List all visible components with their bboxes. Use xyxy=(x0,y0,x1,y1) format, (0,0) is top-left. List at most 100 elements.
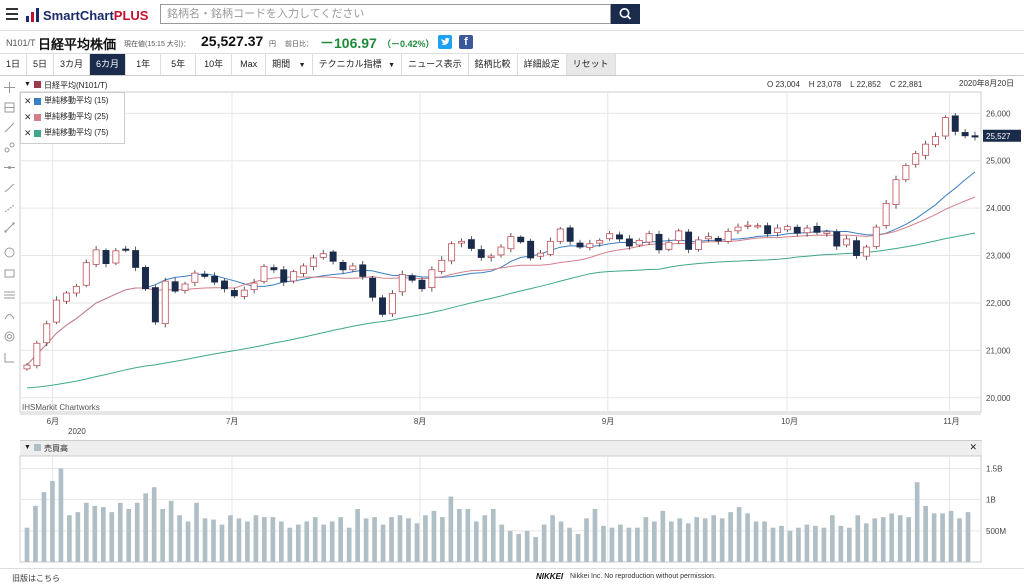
candle-body[interactable] xyxy=(349,265,357,271)
candle-body[interactable] xyxy=(418,279,426,290)
candle-body[interactable] xyxy=(546,240,554,255)
candle-body[interactable] xyxy=(507,236,515,250)
period-10y-button[interactable]: 10年 xyxy=(196,54,233,75)
twitter-share-icon[interactable] xyxy=(438,35,452,49)
candle-body[interactable] xyxy=(191,272,199,283)
candle-body[interactable] xyxy=(309,257,317,267)
candle-body[interactable] xyxy=(537,252,544,257)
candle-body[interactable] xyxy=(467,239,475,249)
candle-body[interactable] xyxy=(932,136,939,146)
candle-body[interactable] xyxy=(33,342,41,367)
candle-body[interactable] xyxy=(675,230,683,241)
candle-body[interactable] xyxy=(586,243,594,248)
candle-body[interactable] xyxy=(53,299,61,323)
search-input[interactable] xyxy=(160,4,611,24)
period-6m-button[interactable]: 6カ月 xyxy=(90,54,127,75)
reset-button[interactable]: リセット xyxy=(566,54,616,75)
candle-body[interactable] xyxy=(270,267,278,271)
candle-body[interactable] xyxy=(892,179,900,205)
candle-body[interactable] xyxy=(388,293,396,315)
candle-body[interactable] xyxy=(685,231,693,250)
candle-body[interactable] xyxy=(151,287,159,323)
candle-body[interactable] xyxy=(23,364,31,370)
candle-body[interactable] xyxy=(408,275,416,281)
period-dropdown[interactable]: 期間 ▼ xyxy=(266,54,313,75)
candle-body[interactable] xyxy=(428,269,436,289)
candle-body[interactable] xyxy=(379,297,386,315)
candle-body[interactable] xyxy=(912,153,920,165)
candle-body[interactable] xyxy=(576,242,584,248)
candle-body[interactable] xyxy=(961,132,969,137)
candle-body[interactable] xyxy=(477,249,485,258)
candle-body[interactable] xyxy=(82,262,90,286)
search-button[interactable] xyxy=(611,4,640,24)
period-1d-button[interactable]: 1日 xyxy=(0,54,28,75)
candle-body[interactable] xyxy=(566,227,574,242)
collapse-caret-icon[interactable]: ▼ xyxy=(24,444,31,451)
candle-body[interactable] xyxy=(250,282,258,290)
technical-indicator-dropdown[interactable]: テクニカル指標 ▼ xyxy=(313,54,403,75)
candle-body[interactable] xyxy=(606,233,614,240)
candle-body[interactable] xyxy=(319,253,327,258)
period-1y-button[interactable]: 1年 xyxy=(126,54,162,75)
candle-body[interactable] xyxy=(774,227,781,234)
candle-body[interactable] xyxy=(724,230,732,242)
candle-body[interactable] xyxy=(665,241,673,250)
remove-indicator-icon[interactable]: ✕ xyxy=(24,128,32,138)
ring-tool-icon[interactable] xyxy=(4,331,15,342)
candle-body[interactable] xyxy=(240,289,248,297)
arc-tool-icon[interactable] xyxy=(4,310,15,321)
rectangle-tool-icon[interactable] xyxy=(4,268,15,279)
candle-body[interactable] xyxy=(211,276,219,283)
candle-body[interactable] xyxy=(63,292,70,302)
candle-body[interactable] xyxy=(714,237,722,242)
candle-body[interactable] xyxy=(487,255,495,258)
candle-body[interactable] xyxy=(625,238,633,247)
detail-settings-button[interactable]: 詳細設定 xyxy=(518,54,567,75)
period-max-button[interactable]: Max xyxy=(232,54,267,75)
candle-body[interactable] xyxy=(517,236,525,243)
candle-body[interactable] xyxy=(260,266,268,282)
remove-indicator-icon[interactable]: ✕ xyxy=(24,96,32,106)
candle-body[interactable] xyxy=(142,267,149,290)
candle-body[interactable] xyxy=(754,225,762,228)
candle-body[interactable] xyxy=(793,226,801,234)
candle-body[interactable] xyxy=(853,240,860,256)
candle-body[interactable] xyxy=(221,280,228,290)
candle-body[interactable] xyxy=(171,281,179,292)
axis-tool-icon[interactable] xyxy=(4,352,15,363)
line-tool-icon[interactable] xyxy=(4,122,15,133)
candle-body[interactable] xyxy=(645,233,653,243)
candle-body[interactable] xyxy=(833,231,841,247)
crosshair-icon[interactable] xyxy=(4,82,15,93)
candle-body[interactable] xyxy=(329,251,337,262)
old-version-link[interactable]: 旧版はこちら xyxy=(12,574,60,583)
period-3m-button[interactable]: 3カ月 xyxy=(54,54,91,75)
candle-body[interactable] xyxy=(556,228,564,242)
candle-body[interactable] xyxy=(764,225,772,235)
candle-body[interactable] xyxy=(369,277,377,298)
candle-body[interactable] xyxy=(695,239,702,250)
candle-body[interactable] xyxy=(941,117,949,137)
candle-body[interactable] xyxy=(230,290,238,297)
candle-body[interactable] xyxy=(951,115,959,132)
compare-button[interactable]: 銘柄比較 xyxy=(469,54,518,75)
candle-body[interactable] xyxy=(922,143,930,156)
candle-body[interactable] xyxy=(181,283,189,291)
trend-line-icon[interactable] xyxy=(4,182,15,193)
candle-body[interactable] xyxy=(92,249,100,265)
candle-body[interactable] xyxy=(359,264,367,277)
candle-body[interactable] xyxy=(902,165,910,181)
candle-body[interactable] xyxy=(872,226,880,247)
candle-body[interactable] xyxy=(161,280,169,325)
candle-body[interactable] xyxy=(280,269,288,283)
candle-body[interactable] xyxy=(616,234,623,240)
channel-tool-icon[interactable] xyxy=(4,289,15,300)
collapse-caret-icon[interactable]: ▼ xyxy=(24,81,31,88)
candle-body[interactable] xyxy=(596,239,604,244)
period-5y-button[interactable]: 5年 xyxy=(161,54,197,75)
candle-body[interactable] xyxy=(290,271,298,282)
candle-body[interactable] xyxy=(300,265,307,274)
candle-body[interactable] xyxy=(112,250,120,264)
